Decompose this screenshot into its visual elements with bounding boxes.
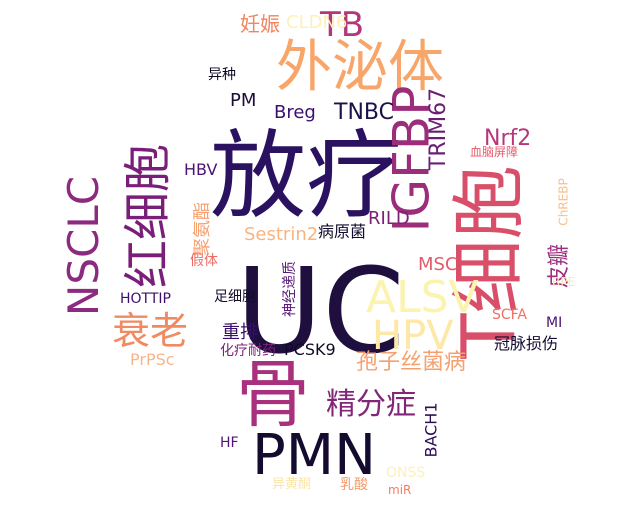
- word-xenogeneic: 异种: [208, 67, 236, 83]
- word-breg: Breg: [274, 102, 316, 123]
- word-nsclc: NSCLC: [59, 175, 109, 317]
- word-alsv: ALSV: [366, 272, 479, 323]
- word-pcsk9: PCSK9: [284, 340, 336, 359]
- word-rearrangement: 重排: [222, 322, 258, 343]
- word-onss: ONSS: [386, 465, 426, 481]
- word-hbv: HBV: [184, 160, 218, 179]
- word-msc: MSC: [418, 254, 458, 275]
- word-fangliao: 放疗: [210, 120, 402, 232]
- word-scfa: SCFA: [492, 307, 528, 323]
- word-senescence: 衰老: [112, 309, 189, 353]
- word-pregnancy: 妊娠: [240, 12, 280, 36]
- word-exosome: 外泌体: [276, 35, 444, 100]
- word-hottip: HOTTIP: [120, 291, 171, 307]
- word-prosthesis: 假体: [190, 253, 218, 269]
- word-pmn: PMN: [252, 423, 376, 488]
- word-mi: MI: [546, 315, 563, 331]
- word-hpv: HPV: [372, 313, 454, 359]
- word-pm: PM: [230, 90, 257, 111]
- word-rbc: 红细胞: [120, 143, 177, 289]
- word-rild: RILD: [368, 208, 410, 229]
- word-sestrin2: Sestrin2: [244, 224, 319, 245]
- word-podocyte: 足细胞: [214, 289, 256, 305]
- word-mir: miR: [388, 483, 412, 497]
- word-lactate: 乳酸: [340, 477, 368, 493]
- word-gu: 骨: [236, 352, 310, 438]
- word-chrebp: ChREBP: [556, 178, 571, 226]
- word-nrf2: Nrf2: [484, 126, 532, 151]
- word-uc: UC: [236, 242, 405, 380]
- word-cldn6: CLDN6: [286, 12, 348, 33]
- word-sporotrichosis: 孢子丝菌病: [356, 350, 467, 375]
- word-neurotransmitter: 神经递质: [282, 261, 298, 317]
- word-bbb: 血脑屏障: [470, 145, 519, 159]
- word-polyurethane: 聚氨酯: [192, 202, 213, 256]
- word-tb: TB: [320, 5, 365, 45]
- word-chemoresistance: 化疗耐药: [220, 343, 276, 359]
- word-coronary-injury: 冠脉损伤: [494, 334, 559, 353]
- word-isoflavone: 异黄酮: [272, 477, 312, 492]
- word-trim67: TRIM67: [426, 87, 452, 171]
- word-bach1: BACH1: [421, 402, 441, 458]
- word-hf: HF: [220, 435, 239, 451]
- word-tnbc: TNBC: [334, 100, 394, 125]
- word-pathogen: 病原菌: [318, 222, 367, 241]
- word-rpe: RPE: [552, 275, 576, 289]
- word-prpsc: PrPSc: [130, 350, 175, 369]
- word-t-cell: T细胞: [446, 165, 533, 359]
- word-schizophrenia: 精分症: [326, 387, 416, 422]
